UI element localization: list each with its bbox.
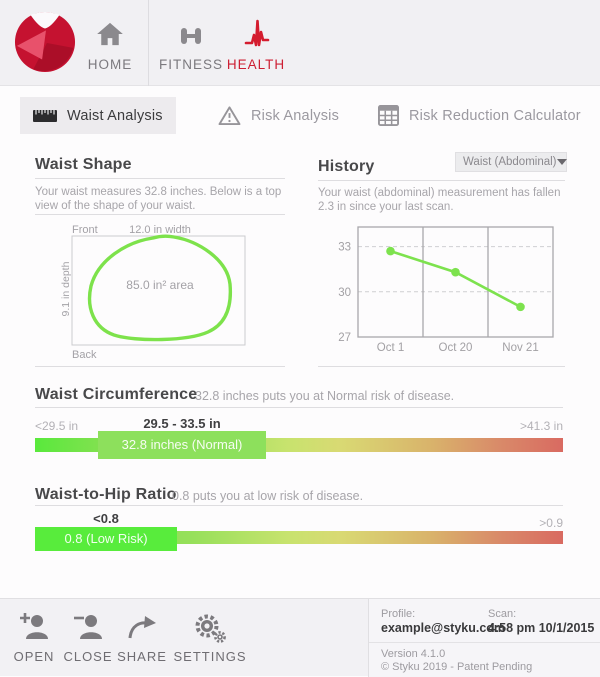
- waist-outline: [87, 234, 233, 342]
- nav-item-fitness[interactable]: FITNESS: [158, 0, 224, 86]
- circumference-range-label: 29.5 - 33.5 in: [143, 416, 221, 431]
- nav-item-label: HEALTH: [226, 57, 286, 72]
- svg-text:30: 30: [338, 287, 351, 299]
- warning-triangle-icon: [218, 106, 241, 126]
- divider: [35, 366, 285, 367]
- tab-label: Waist Analysis: [67, 107, 163, 124]
- action-label: OPEN: [13, 649, 55, 664]
- nav-item-home[interactable]: HOME: [80, 0, 140, 86]
- action-label: CLOSE: [63, 649, 113, 664]
- history-metric-dropdown[interactable]: Waist (Abdominal): [455, 152, 567, 172]
- ratio-value-pill: 0.8 (Low Risk): [35, 527, 177, 551]
- calculator-grid-icon: [378, 105, 399, 126]
- divider: [35, 505, 563, 506]
- history-chart: 27 30 33 Oct 1 Oct 20 Nov 21: [338, 226, 554, 354]
- nav-item-label: HOME: [87, 57, 133, 72]
- tab-bar: Waist Analysis Risk Analysis Risk Reduct…: [0, 87, 600, 140]
- width-label: 12.0 in width: [129, 224, 191, 236]
- scan-label: Scan:: [488, 608, 517, 620]
- footer-divider: [368, 599, 369, 677]
- circumference-title: Waist Circumference: [35, 386, 198, 403]
- waist-shape-figure: [71, 234, 246, 346]
- styku-logo[interactable]: [14, 11, 76, 73]
- back-label: Back: [72, 349, 97, 361]
- waist-shape-description: Your waist measures 32.8 inches. Below i…: [35, 186, 282, 212]
- home-icon: [97, 22, 123, 46]
- share-button[interactable]: SHARE: [116, 599, 168, 677]
- close-button[interactable]: CLOSE: [62, 599, 114, 677]
- tab-waist-analysis[interactable]: Waist Analysis: [20, 97, 176, 134]
- dumbbell-icon: [181, 28, 201, 44]
- divider: [35, 407, 563, 408]
- history-title: History: [318, 158, 375, 175]
- copyright-text: © Styku 2019 - Patent Pending: [381, 661, 533, 673]
- circumference-low-label: <29.5 in: [35, 419, 79, 433]
- divider: [369, 642, 600, 643]
- version-text: Version 4.1.0: [381, 648, 446, 660]
- settings-button[interactable]: SETTINGS: [172, 599, 248, 677]
- divider: [318, 180, 565, 181]
- top-nav: HOME FITNESS HEALTH: [0, 0, 600, 86]
- nav-divider: [148, 0, 149, 86]
- circumference-high-label: >41.3 in: [519, 419, 563, 433]
- tab-risk-reduction-calculator[interactable]: Risk Reduction Calculator: [365, 97, 594, 134]
- divider: [35, 214, 285, 215]
- front-label: Front: [72, 224, 98, 236]
- history-description: Your waist (abdominal) measurement has f…: [318, 187, 561, 213]
- svg-text:Oct 20: Oct 20: [439, 342, 473, 354]
- profile-label: Profile:: [381, 608, 416, 620]
- gear-icon: [195, 614, 226, 643]
- ratio-low-label: <0.8: [93, 511, 119, 526]
- svg-text:33: 33: [338, 242, 351, 254]
- add-user-icon: [20, 613, 48, 639]
- tab-risk-analysis[interactable]: Risk Analysis: [205, 97, 352, 134]
- action-label: SETTINGS: [173, 649, 247, 664]
- pulse-icon: [244, 19, 270, 47]
- svg-text:27: 27: [338, 332, 351, 344]
- action-label: SHARE: [117, 649, 167, 664]
- svg-text:Nov 21: Nov 21: [502, 342, 538, 354]
- dropdown-value: Waist (Abdominal): [463, 156, 557, 168]
- circumference-value-pill: 32.8 inches (Normal): [98, 431, 266, 459]
- divider: [318, 366, 565, 367]
- ratio-title: Waist-to-Hip Ratio: [35, 486, 177, 503]
- open-button[interactable]: OPEN: [8, 599, 60, 677]
- area-label: 85.0 in² area: [126, 278, 194, 292]
- ratio-subtitle: 0.8 puts you at low risk of disease.: [172, 489, 364, 503]
- share-arrow-icon: [128, 616, 156, 639]
- svg-text:Oct 1: Oct 1: [377, 342, 404, 354]
- tab-label: Risk Analysis: [251, 107, 340, 124]
- profile-value: example@styku.com: [381, 621, 506, 635]
- nav-item-health[interactable]: HEALTH: [223, 0, 289, 86]
- scan-value: 4:58 pm 10/1/2015: [488, 621, 595, 635]
- nav-item-label: FITNESS: [158, 57, 223, 72]
- ratio-high-label: >0.9: [539, 516, 563, 530]
- footer-bar: OPEN CLOSE SHARE: [0, 598, 600, 677]
- divider: [35, 178, 285, 179]
- tab-label: Risk Reduction Calculator: [409, 107, 581, 124]
- waist-shape-title: Waist Shape: [35, 156, 132, 173]
- circumference-subtitle: 32.8 inches puts you at Normal risk of d…: [195, 389, 455, 403]
- session-info-panel: Profile: example@styku.com Scan: 4:58 pm…: [369, 599, 600, 677]
- ruler-icon: [33, 109, 57, 122]
- chevron-down-icon: [556, 159, 567, 165]
- remove-user-icon: [74, 615, 102, 639]
